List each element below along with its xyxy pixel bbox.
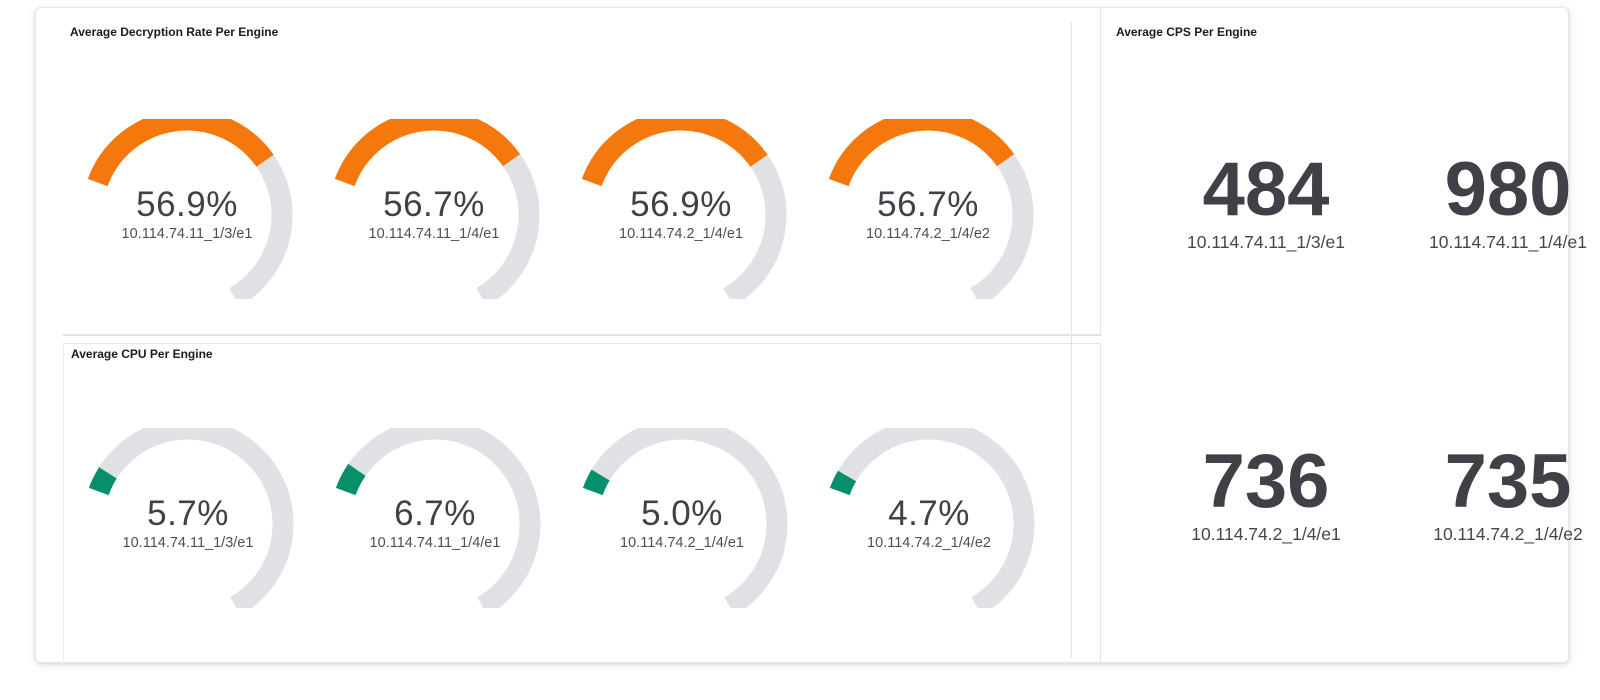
cpu-gauge: 5.7% 10.114.74.11_1/3/e1 xyxy=(73,428,303,608)
metric-label: 10.114.74.2_1/4/e2 xyxy=(1433,524,1583,544)
cps-panel: Average CPS Per Engine 484 10.114.74.11_… xyxy=(1101,8,1587,664)
metric-value: 980 xyxy=(1444,147,1572,232)
cps-metric: 484 10.114.74.11_1/3/e1 xyxy=(1146,150,1386,270)
metric-label: 10.114.74.2_1/4/e1 xyxy=(1191,524,1341,544)
gauge-label: 10.114.74.2_1/4/e2 xyxy=(866,226,990,242)
metric-value: 736 xyxy=(1202,439,1330,524)
gauge-track xyxy=(335,428,541,608)
decryption-gauge-arc xyxy=(828,119,1034,299)
gauge-fill xyxy=(581,119,768,187)
cpu-gauge-arc xyxy=(582,428,788,608)
metric-value: 484 xyxy=(1202,147,1330,232)
metric-label: 10.114.74.11_1/4/e1 xyxy=(1429,232,1587,252)
cpu-panel: Average CPU Per Engine 5.7% 10.114.74.11… xyxy=(63,343,1101,664)
gauge-label: 10.114.74.2_1/4/e1 xyxy=(619,226,743,242)
gauge-value: 56.9% xyxy=(630,185,732,224)
metric-value: 735 xyxy=(1444,439,1572,524)
gauge-label: 10.114.74.11_1/3/e1 xyxy=(121,226,253,242)
gauge-track xyxy=(582,428,788,608)
cps-title: Average CPS Per Engine xyxy=(1116,25,1257,39)
gauge-label: 10.114.74.2_1/4/e2 xyxy=(867,535,991,551)
gauge-value: 5.0% xyxy=(641,494,723,533)
gauge-label: 10.114.74.11_1/4/e1 xyxy=(369,535,501,551)
gauge-value: 6.7% xyxy=(394,494,476,533)
cpu-title: Average CPU Per Engine xyxy=(71,347,213,361)
gauge-track xyxy=(829,428,1035,608)
gauge-label: 10.114.74.11_1/3/e1 xyxy=(122,535,254,551)
cpu-gauge-arc xyxy=(88,428,294,608)
cps-metric: 736 10.114.74.2_1/4/e1 xyxy=(1146,442,1386,562)
decryption-gauge: 56.9% 10.114.74.11_1/3/e1 xyxy=(72,119,302,299)
decryption-gauge-arc xyxy=(87,119,293,299)
gauge-fill xyxy=(829,470,857,496)
gauge-fill xyxy=(582,469,610,496)
decryption-rate-panel: Average Decryption Rate Per Engine 56.9%… xyxy=(63,8,1101,336)
gauge-track xyxy=(88,428,294,608)
decryption-gauge: 56.7% 10.114.74.2_1/4/e2 xyxy=(813,119,1043,299)
gauge-fill xyxy=(335,463,366,496)
dashboard: Average Decryption Rate Per Engine 56.9%… xyxy=(35,7,1587,664)
decryption-gauge: 56.9% 10.114.74.2_1/4/e1 xyxy=(566,119,796,299)
decryption-rate-title: Average Decryption Rate Per Engine xyxy=(70,25,279,39)
decryption-gauge-arc xyxy=(334,119,540,299)
gauge-fill xyxy=(87,119,274,187)
metric-label: 10.114.74.11_1/3/e1 xyxy=(1187,232,1345,252)
gauge-fill xyxy=(88,467,117,496)
gauge-fill xyxy=(828,119,1015,187)
cpu-gauge: 4.7% 10.114.74.2_1/4/e2 xyxy=(814,428,1044,608)
cps-metric: 735 10.114.74.2_1/4/e2 xyxy=(1388,442,1600,562)
gauge-value: 56.7% xyxy=(877,185,979,224)
cpu-gauge: 6.7% 10.114.74.11_1/4/e1 xyxy=(320,428,550,608)
gauge-value: 5.7% xyxy=(147,494,229,533)
decryption-gauge-arc xyxy=(581,119,787,299)
gauge-value: 56.9% xyxy=(136,185,238,224)
cpu-gauge-arc xyxy=(829,428,1035,608)
panel-divider xyxy=(1071,22,1072,658)
decryption-gauge: 56.7% 10.114.74.11_1/4/e1 xyxy=(319,119,549,299)
gauge-fill xyxy=(334,119,521,187)
cps-metric: 980 10.114.74.11_1/4/e1 xyxy=(1388,150,1600,270)
cpu-gauge-arc xyxy=(335,428,541,608)
gauge-value: 4.7% xyxy=(888,494,970,533)
gauge-value: 56.7% xyxy=(383,185,485,224)
cpu-gauge: 5.0% 10.114.74.2_1/4/e1 xyxy=(567,428,797,608)
gauge-label: 10.114.74.2_1/4/e1 xyxy=(620,535,744,551)
gauge-label: 10.114.74.11_1/4/e1 xyxy=(368,226,500,242)
